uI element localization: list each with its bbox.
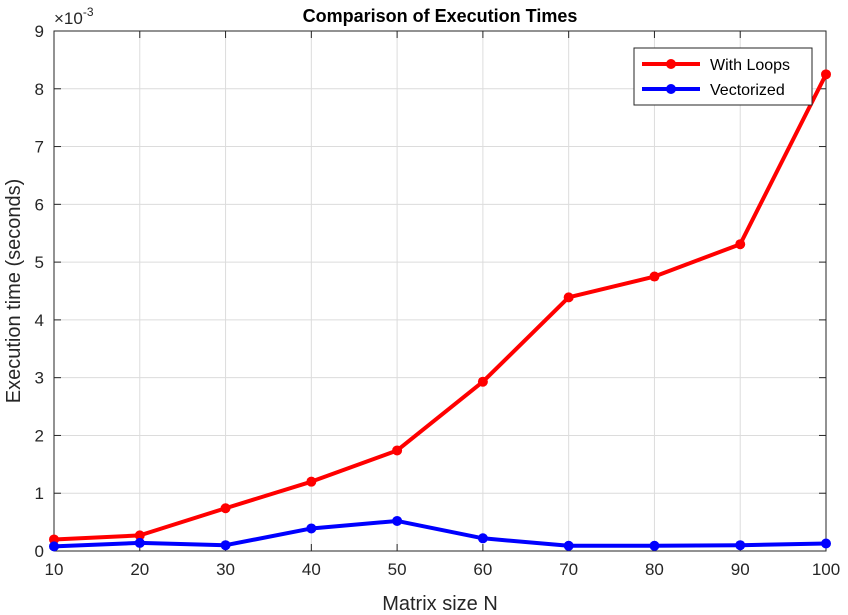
x-tick-label: 20 (130, 560, 149, 579)
data-point-with-loops (649, 271, 660, 282)
x-tick-labels: 10 20 30 40 50 60 70 80 90 100 (45, 560, 841, 579)
data-point-vectorized (392, 515, 403, 526)
data-point-vectorized (49, 541, 59, 552)
legend-marker-vectorized (666, 84, 676, 94)
chart-title: Comparison of Execution Times (303, 6, 578, 26)
data-point-with-loops (563, 292, 574, 303)
legend-box (633, 47, 813, 106)
data-point-with-loops (392, 445, 403, 456)
y-tick-label: 5 (35, 253, 44, 272)
y-tick-label: 6 (35, 195, 44, 214)
data-point-vectorized (649, 540, 660, 551)
x-tick-label: 100 (812, 560, 840, 579)
data-point-with-loops (220, 503, 231, 514)
plot-frame (53, 30, 827, 552)
y-tick-label: 7 (35, 138, 44, 157)
y-exponent-label: ×10-3 (54, 5, 94, 28)
data-point-with-loops (477, 376, 488, 387)
x-tick-label: 40 (302, 560, 321, 579)
y-tick-labels: 0 1 2 3 4 5 6 7 8 9 (35, 22, 44, 561)
series-line-vectorized (53, 518, 827, 549)
y-tick-label: 3 (35, 369, 44, 388)
legend: With Loops Vectorized (633, 47, 813, 106)
series-line-with-loops (53, 73, 828, 542)
data-point-vectorized (821, 538, 831, 549)
y-tick-label: 2 (35, 426, 44, 445)
data-point-vectorized (220, 540, 231, 551)
y-tick-label: 9 (35, 22, 44, 41)
x-tick-label: 70 (559, 560, 578, 579)
legend-label-vectorized: Vectorized (710, 82, 785, 99)
x-tick-label: 50 (388, 560, 407, 579)
y-tick-label: 4 (35, 311, 44, 330)
y-tick-label: 1 (35, 484, 44, 503)
x-tick-label: 80 (645, 560, 664, 579)
data-point-with-loops (134, 530, 145, 541)
y-axis-label: Execution time (seconds) (3, 179, 25, 404)
data-point-with-loops (821, 69, 831, 80)
plot-background (54, 31, 826, 551)
y-exponent-base: ×10 (54, 9, 83, 28)
y-exponent-power: -3 (83, 5, 94, 19)
x-tick-label: 60 (473, 560, 492, 579)
data-point-vectorized (563, 540, 574, 551)
y-tick-label: 8 (35, 80, 44, 99)
data-point-with-loops (306, 476, 317, 487)
legend-label-with-loops: With Loops (710, 57, 790, 74)
x-tick-label: 10 (45, 560, 64, 579)
y-tick-label: 0 (35, 542, 44, 561)
x-tick-label: 90 (731, 560, 750, 579)
series-group (49, 69, 831, 552)
data-point-vectorized (134, 537, 145, 548)
x-axis-label: Matrix size N (382, 593, 498, 615)
data-point-vectorized (306, 523, 317, 534)
legend-marker-with-loops (666, 59, 676, 69)
data-point-vectorized (735, 540, 746, 551)
data-point-vectorized (477, 533, 488, 544)
data-point-with-loops (49, 534, 59, 545)
data-point-with-loops (735, 239, 746, 250)
x-tick-label: 30 (216, 560, 235, 579)
